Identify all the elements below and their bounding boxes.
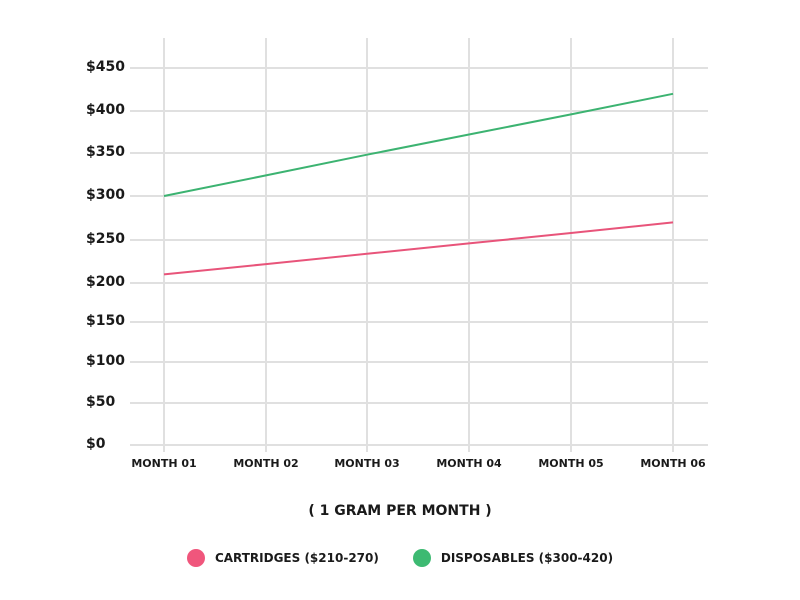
legend-label: DISPOSABLES ($300-420) [440, 551, 614, 565]
legend-dot-icon [412, 549, 431, 567]
y-tick-label: $350 [86, 144, 125, 160]
legend-item-cartridges[interactable]: CARTRIDGES ($210-270) [186, 549, 379, 567]
x-tick-label: MONTH 03 [334, 457, 400, 470]
x-tick-label: MONTH 01 [131, 457, 197, 470]
y-tick-label: $250 [86, 231, 125, 247]
y-tick-label: $300 [86, 187, 125, 203]
gridlines [130, 38, 708, 452]
x-tick-label: MONTH 05 [538, 457, 604, 470]
y-tick-label: $50 [86, 394, 116, 410]
legend: CARTRIDGES ($210-270) DISPOSABLES ($300-… [0, 549, 800, 567]
x-axis-title: ( 1 GRAM PER MONTH ) [308, 503, 492, 519]
y-tick-label: $450 [86, 59, 125, 75]
legend-item-disposables[interactable]: DISPOSABLES ($300-420) [412, 549, 614, 567]
y-tick-label: $0 [86, 436, 106, 452]
y-tick-label: $400 [86, 102, 125, 118]
y-tick-label: $100 [86, 353, 125, 369]
series-line [163, 92, 674, 197]
legend-label: CARTRIDGES ($210-270) [214, 551, 379, 565]
y-tick-label: $200 [86, 274, 125, 290]
legend-dot-icon [186, 549, 205, 567]
series-lines [163, 92, 674, 276]
x-tick-label: MONTH 04 [436, 457, 502, 470]
y-tick-label: $150 [86, 313, 125, 329]
x-tick-label: MONTH 02 [233, 457, 299, 470]
series-line [163, 221, 674, 276]
x-tick-label: MONTH 06 [640, 457, 706, 470]
